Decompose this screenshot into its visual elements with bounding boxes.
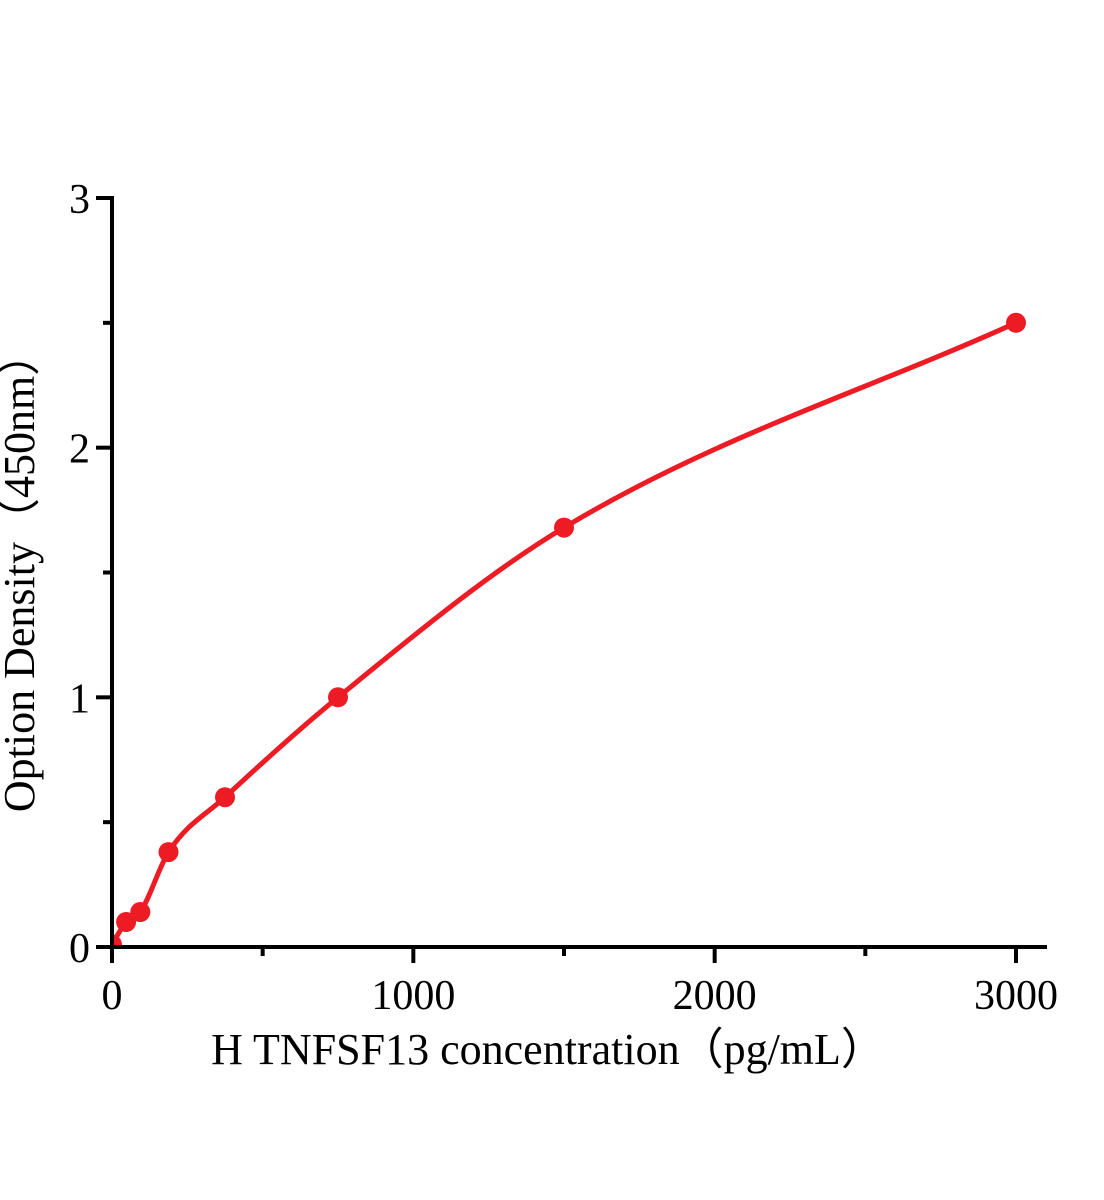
y-tick-label: 0 xyxy=(69,926,90,972)
y-axis-title: Option Density（450nm） xyxy=(0,332,44,812)
y-tick-label: 2 xyxy=(69,427,90,473)
data-point-marker xyxy=(116,912,137,932)
data-point-marker xyxy=(130,902,151,922)
curve-series xyxy=(112,312,1026,947)
x-tick-label: 1000 xyxy=(371,973,455,1019)
axes: 0 1000 2000 3000 0 1 2 3 xyxy=(69,177,1058,1019)
x-tick-label: 2000 xyxy=(673,973,757,1019)
data-point-marker xyxy=(215,787,235,808)
data-point-marker xyxy=(158,842,179,863)
data-point-marker xyxy=(112,934,122,947)
y-tick-label: 1 xyxy=(69,676,90,722)
data-point-marker xyxy=(1006,312,1026,333)
x-axis-title: H TNFSF13 concentration（pg/mL） xyxy=(211,1025,885,1074)
y-tick-label: 3 xyxy=(69,177,90,223)
x-tick-label: 3000 xyxy=(974,973,1058,1019)
data-point-marker xyxy=(554,517,574,538)
data-point-marker xyxy=(328,687,348,708)
fitted-curve-line xyxy=(112,320,1019,947)
x-tick-label: 0 xyxy=(102,973,123,1019)
